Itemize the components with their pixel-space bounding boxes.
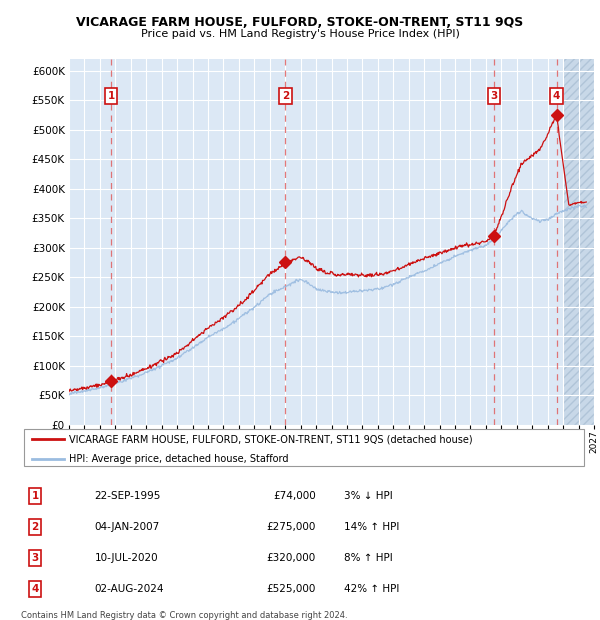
Text: Contains HM Land Registry data © Crown copyright and database right 2024.
This d: Contains HM Land Registry data © Crown c… (21, 611, 347, 620)
Text: 02-AUG-2024: 02-AUG-2024 (95, 584, 164, 594)
Text: 1: 1 (32, 491, 39, 501)
Text: 2: 2 (32, 522, 39, 532)
Text: 8% ↑ HPI: 8% ↑ HPI (344, 553, 393, 563)
Text: Price paid vs. HM Land Registry's House Price Index (HPI): Price paid vs. HM Land Registry's House … (140, 29, 460, 39)
Text: 10-JUL-2020: 10-JUL-2020 (95, 553, 158, 563)
Text: VICARAGE FARM HOUSE, FULFORD, STOKE-ON-TRENT, ST11 9QS (detached house): VICARAGE FARM HOUSE, FULFORD, STOKE-ON-T… (69, 434, 473, 444)
Text: £275,000: £275,000 (266, 522, 316, 532)
Text: £74,000: £74,000 (273, 491, 316, 501)
Text: £320,000: £320,000 (266, 553, 316, 563)
Text: 22-SEP-1995: 22-SEP-1995 (95, 491, 161, 501)
Text: £525,000: £525,000 (266, 584, 316, 594)
Text: 3: 3 (490, 91, 498, 101)
Text: 04-JAN-2007: 04-JAN-2007 (95, 522, 160, 532)
Text: 2: 2 (282, 91, 289, 101)
Text: 3% ↓ HPI: 3% ↓ HPI (344, 491, 393, 501)
Text: HPI: Average price, detached house, Stafford: HPI: Average price, detached house, Staf… (69, 454, 289, 464)
Text: 14% ↑ HPI: 14% ↑ HPI (344, 522, 400, 532)
Bar (563, 59, 594, 425)
FancyBboxPatch shape (24, 430, 584, 466)
Text: 42% ↑ HPI: 42% ↑ HPI (344, 584, 400, 594)
Text: 1: 1 (107, 91, 115, 101)
Text: 4: 4 (553, 91, 560, 101)
Text: VICARAGE FARM HOUSE, FULFORD, STOKE-ON-TRENT, ST11 9QS: VICARAGE FARM HOUSE, FULFORD, STOKE-ON-T… (76, 16, 524, 29)
Text: 4: 4 (31, 584, 39, 594)
Text: 3: 3 (32, 553, 39, 563)
